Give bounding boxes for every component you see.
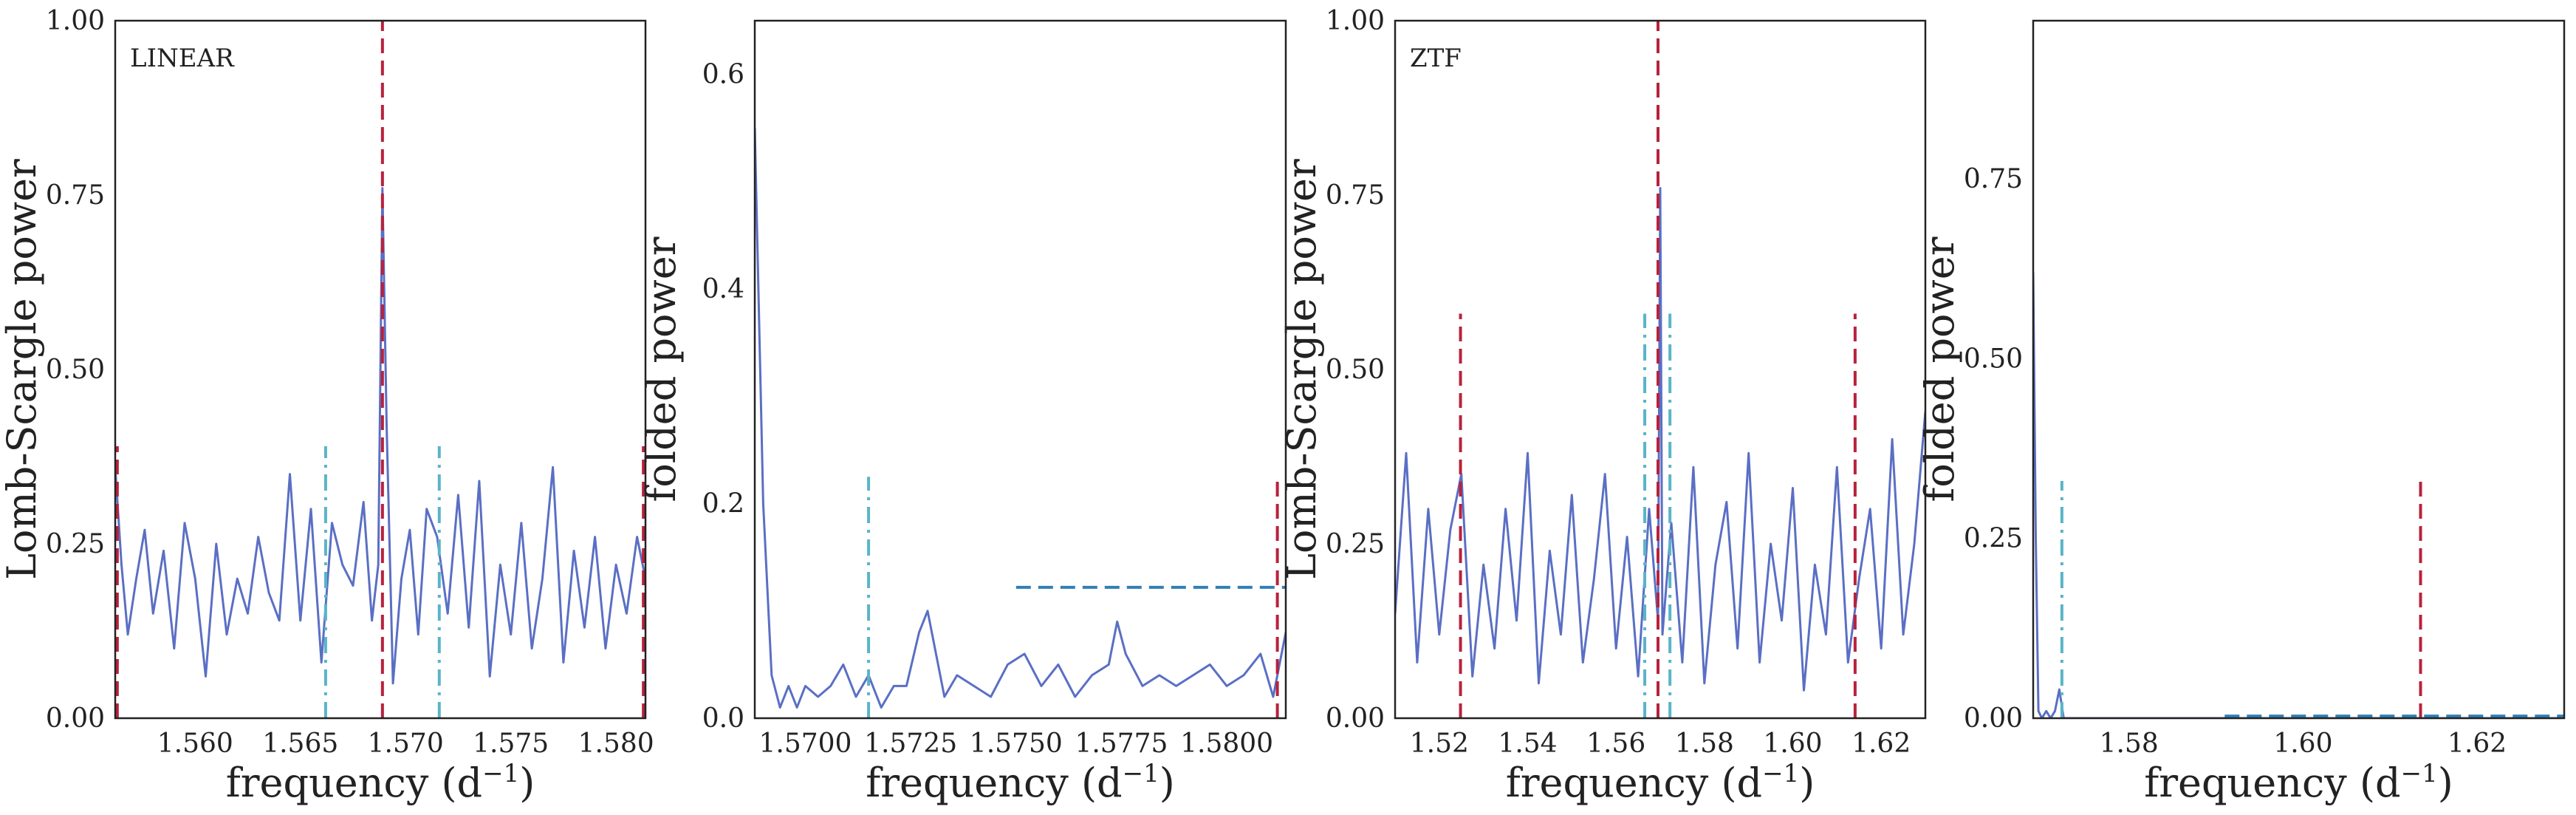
x-tick-label: 1.580 xyxy=(578,729,654,759)
y-tick-label: 0.0 xyxy=(702,703,744,734)
x-tick-label: 1.575 xyxy=(473,729,549,759)
x-tick-label: 1.60 xyxy=(1763,729,1822,759)
panel-2: 1.5700 1.5725 1.5750 1.5775 1.5800 0.0 0.2 0.4 0… xyxy=(638,19,1287,806)
y-tick-label: 0.2 xyxy=(702,489,744,519)
x-axis-label: frequency (d−1) xyxy=(1506,759,1815,806)
x-tick-label: 1.5800 xyxy=(1180,729,1273,759)
y-axis-label: Lomb-Scargle power xyxy=(1278,159,1325,580)
plot-area xyxy=(115,21,645,718)
y-tick-label: 0.75 xyxy=(1964,164,2023,194)
axes-frame xyxy=(1394,19,1927,720)
series-line-1 xyxy=(755,128,1286,709)
x-tick-label: 1.5725 xyxy=(864,729,957,759)
y-tick-label: 1.00 xyxy=(1326,6,1385,36)
y-tick-label: 0.75 xyxy=(1326,180,1385,211)
y-tick-label: 0.25 xyxy=(46,529,105,559)
x-tick-label: 1.5700 xyxy=(758,729,852,759)
x-tick-label: 1.565 xyxy=(262,729,338,759)
series-line-1 xyxy=(115,187,645,685)
plot-area xyxy=(755,128,1286,718)
y-tick-label: 0.50 xyxy=(46,355,105,385)
panel-tag: ZTF xyxy=(1410,44,1462,73)
y-tick-label: 0.4 xyxy=(702,274,744,304)
y-tick-label: 0.75 xyxy=(46,180,105,211)
y-axis-label: folded power xyxy=(638,236,685,502)
y-tick-label: 1.00 xyxy=(46,6,105,36)
axes-frame xyxy=(2032,19,2566,720)
x-tick-label: 1.58 xyxy=(1675,729,1734,759)
series-line-1 xyxy=(1395,187,1925,692)
x-tick-label: 1.54 xyxy=(1498,729,1557,759)
x-tick-label: 1.62 xyxy=(1852,729,1911,759)
panel-3: 1.52 1.54 1.56 1.58 1.60 1.62 0.00 0.25 0.50 0.75… xyxy=(1278,6,1927,806)
axes-frame xyxy=(114,19,647,720)
x-tick-label: 1.52 xyxy=(1410,729,1469,759)
x-tick-label: 1.56 xyxy=(1586,729,1645,759)
plot-area xyxy=(1395,21,1925,718)
x-tick-label: 1.5775 xyxy=(1075,729,1168,759)
y-axis-label: Lomb-Scargle power xyxy=(0,159,45,580)
x-tick-label: 1.560 xyxy=(157,729,233,759)
x-axis-label: frequency (d−1) xyxy=(2144,759,2453,806)
y-tick-label: 0.25 xyxy=(1326,529,1385,559)
x-tick-label: 1.5750 xyxy=(970,729,1063,759)
x-axis-label: frequency (d−1) xyxy=(226,759,535,806)
y-tick-label: 0.00 xyxy=(1964,703,2023,734)
x-tick-label: 1.58 xyxy=(2100,729,2159,759)
x-tick-label: 1.60 xyxy=(2273,729,2332,759)
y-tick-label: 0.25 xyxy=(1964,524,2023,554)
x-tick-label: 1.570 xyxy=(368,729,444,759)
plot-area xyxy=(2033,272,2564,718)
x-axis-label: frequency (d−1) xyxy=(866,759,1175,806)
series-line-1 xyxy=(2033,272,2564,718)
panel-tag: LINEAR xyxy=(130,44,235,73)
panel-1: 1.560 1.565 1.570 1.575 1.580 0.00 0.25 0.50 0.7… xyxy=(0,6,654,806)
axes-frame xyxy=(753,19,1287,720)
y-tick-label: 0.00 xyxy=(1326,703,1385,734)
panel-4: 1.58 1.60 1.62 0.00 0.25 0.50 0.75 frequency (d… xyxy=(1916,19,2566,806)
y-axis-label: folded power xyxy=(1916,236,1963,502)
y-tick-label: 0.00 xyxy=(46,703,105,734)
y-tick-label: 0.50 xyxy=(1964,344,2023,374)
y-tick-label: 0.50 xyxy=(1326,355,1385,385)
y-tick-label: 0.6 xyxy=(702,60,744,90)
x-tick-label: 1.62 xyxy=(2447,729,2507,759)
